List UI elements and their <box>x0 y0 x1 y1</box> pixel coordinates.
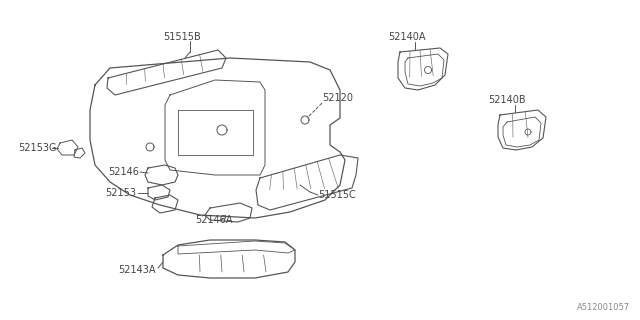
Text: 52153G: 52153G <box>18 143 56 153</box>
Text: A512001057: A512001057 <box>577 303 630 312</box>
Text: 52153: 52153 <box>105 188 136 198</box>
Text: 52140B: 52140B <box>488 95 525 105</box>
Text: 51515B: 51515B <box>163 32 201 42</box>
Text: 52143A: 52143A <box>118 265 156 275</box>
Text: 51515C: 51515C <box>318 190 356 200</box>
Text: 52140A: 52140A <box>388 32 426 42</box>
Text: 52120: 52120 <box>322 93 353 103</box>
Text: 52146A: 52146A <box>195 215 232 225</box>
Text: 52146: 52146 <box>108 167 139 177</box>
